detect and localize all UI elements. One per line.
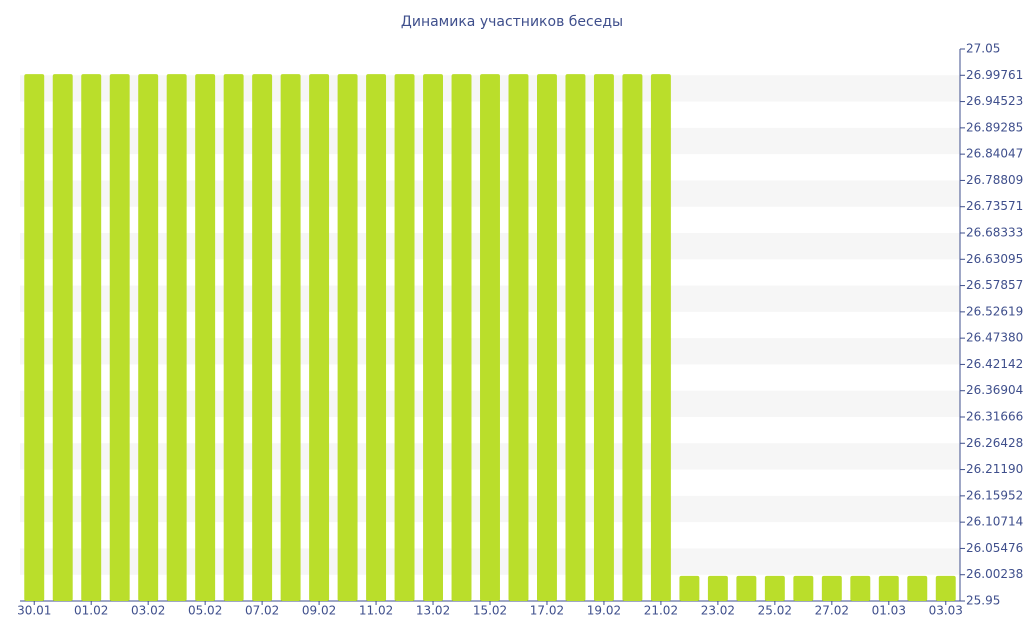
bar (850, 575, 871, 601)
bar (907, 575, 928, 601)
x-tick-label: 15.02 (473, 604, 507, 618)
y-tick-label: 26.52619 (966, 304, 1023, 318)
y-tick-label: 26.47380 (966, 331, 1023, 345)
y-tick-label: 26.94523 (966, 94, 1023, 108)
y-tick-label: 26.68333 (966, 226, 1023, 240)
x-tick-label: 19.02 (587, 604, 621, 618)
x-tick-label: 21.02 (644, 604, 678, 618)
bar (622, 74, 643, 601)
bar (537, 74, 557, 601)
bar (109, 74, 130, 601)
y-tick-label: 26.21190 (966, 462, 1023, 476)
bar (138, 74, 159, 601)
x-tick-label: 25.02 (758, 604, 792, 618)
x-tick-label: 27.02 (815, 604, 849, 618)
bar (480, 74, 500, 601)
x-tick-label: 11.02 (359, 604, 393, 618)
bar (565, 74, 586, 601)
bar (593, 74, 614, 601)
chart-title: Динамика участников беседы (401, 14, 623, 30)
bar (878, 575, 899, 601)
x-tick-label: 05.02 (188, 604, 222, 618)
bar (81, 74, 102, 601)
bar (24, 74, 45, 601)
y-tick-label: 27.05 (966, 42, 1000, 56)
bar (366, 74, 387, 601)
bar (935, 575, 956, 601)
bar (679, 575, 700, 601)
bar (821, 575, 842, 601)
y-tick-label: 26.26428 (966, 436, 1023, 450)
bar (195, 74, 216, 601)
y-tick-label: 26.31666 (966, 410, 1023, 424)
x-tick-label: 30.01 (17, 604, 51, 618)
x-tick-label: 07.02 (245, 604, 279, 618)
bar (252, 74, 273, 601)
y-tick-label: 26.84047 (966, 147, 1023, 161)
x-tick-label: 17.02 (530, 604, 564, 618)
y-tick-label: 26.36904 (966, 383, 1023, 397)
y-tick-label: 26.05476 (966, 541, 1023, 555)
y-tick-label: 26.73571 (966, 199, 1023, 213)
bar (280, 74, 301, 601)
bar (423, 74, 443, 601)
bar (309, 74, 330, 601)
x-tick-label: 09.02 (302, 604, 336, 618)
bar (508, 74, 529, 601)
bar (337, 74, 358, 601)
bar (52, 74, 73, 601)
y-tick-label: 26.10714 (966, 515, 1023, 529)
y-tick-label: 26.63095 (966, 252, 1023, 266)
y-tick-label: 26.57857 (966, 278, 1023, 292)
y-tick-label: 26.99761 (966, 68, 1023, 82)
bar (793, 575, 814, 601)
bar (394, 74, 415, 601)
bar (650, 74, 671, 601)
x-tick-label: 23.02 (701, 604, 735, 618)
bar (166, 74, 187, 601)
bar (736, 575, 757, 601)
y-tick-label: 26.89285 (966, 120, 1023, 134)
y-tick-label: 26.42142 (966, 357, 1023, 371)
x-tick-label: 03.02 (131, 604, 165, 618)
y-tick-label: 26.15952 (966, 488, 1023, 502)
bar (451, 74, 472, 601)
bar (707, 575, 728, 601)
y-tick-label: 26.00238 (966, 567, 1023, 581)
x-tick-label: 13.02 (416, 604, 450, 618)
y-tick-label: 25.95 (966, 594, 1000, 608)
x-tick-label: 01.02 (74, 604, 108, 618)
bar (764, 575, 785, 601)
y-tick-label: 26.78809 (966, 173, 1023, 187)
x-tick-label: 03.03 (929, 604, 963, 618)
bar (223, 74, 244, 601)
x-tick-label: 01.03 (872, 604, 906, 618)
